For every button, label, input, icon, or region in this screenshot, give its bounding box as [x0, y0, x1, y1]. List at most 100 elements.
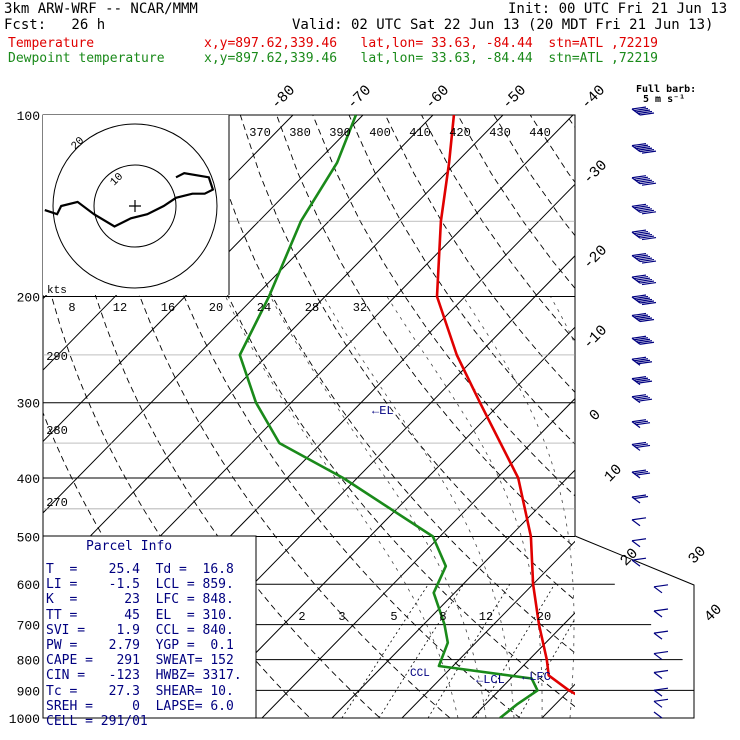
pressure-tick-label: 200 [17, 291, 40, 306]
theta-label: 290 [46, 350, 68, 364]
moist-adiabat [550, 296, 575, 345]
mixing-ratio-line [378, 583, 464, 718]
dry-adiabat [566, 115, 575, 129]
isotherm-label: -60 [422, 82, 453, 113]
isotherm-label: 20 [617, 545, 642, 570]
isotherm-label: -80 [268, 82, 299, 113]
hodograph-speed-label: 8 [68, 301, 75, 315]
mixing-ratio-label: 12 [479, 610, 493, 624]
wind-barb [631, 203, 657, 215]
parcel-info-row: Tc = 27.3 SHEAR= 10. [46, 683, 234, 699]
moist-adiabat [323, 296, 515, 718]
mixing-ratio-line [341, 583, 429, 718]
wind-barb [631, 175, 657, 186]
wind-barb [631, 441, 651, 451]
isotherm-line [401, 540, 575, 718]
wind-barbs [631, 106, 669, 719]
dry-adiabat [131, 115, 521, 718]
lcl-marker: ←LCL [476, 673, 505, 687]
dry-adiabat [94, 115, 451, 718]
moist-adiabat [225, 296, 459, 718]
isotherm-label: 10 [601, 461, 626, 486]
hodograph-ring-10 [93, 164, 177, 248]
parcel-info-panel: Parcel Info T = 25.4 Td = 16.8 LI = -1.5 … [46, 539, 254, 729]
moist-adiabat [270, 296, 487, 718]
isotherm-line [43, 115, 434, 514]
dewpoint-profile [238, 115, 539, 718]
pressure-tick-label: 500 [17, 530, 40, 545]
wind-barb [631, 376, 653, 386]
theta-label: 400 [369, 126, 391, 140]
pressure-tick-label: 600 [17, 578, 40, 593]
isotherm-label: 0 [586, 406, 604, 424]
forecast-hour: Fcst: 26 h [4, 17, 106, 33]
mixing-ratio-line [518, 617, 575, 718]
parcel-markers: ←EL ←LCL ←LFC CCL [372, 404, 551, 687]
parcel-info-row: TT = 45 EL = 310. [46, 607, 234, 623]
theta-label: 410 [409, 126, 431, 140]
ccl-marker: CCL [410, 668, 430, 680]
wind-barb [631, 494, 649, 504]
parcel-info-row: SREH = 0 LAPSE= 6.0 [46, 698, 234, 714]
parcel-info-row: LI = -1.5 LCL = 859. [46, 577, 234, 593]
wind-barb [653, 711, 663, 719]
isotherm-label: 30 [685, 543, 710, 568]
parcel-info-rows: T = 25.4 Td = 16.8 LI = -1.5 LCL = 859. K … [46, 562, 254, 729]
isotherm-line [682, 115, 740, 718]
mixing-ratio-line [427, 583, 511, 718]
wind-barb [631, 274, 657, 286]
isotherm-label: -20 [580, 242, 611, 273]
pressure-tick-label: 300 [17, 397, 40, 412]
wind-barb [653, 608, 669, 618]
dry-adiabat [43, 260, 311, 718]
wind-barb [631, 538, 647, 548]
parcel-info-row: CIN = -123 HWBZ= 3317. [46, 668, 242, 684]
wind-barb [631, 394, 653, 404]
pressure-tick-label: 400 [17, 472, 40, 487]
hodograph-units: kts [47, 285, 67, 297]
wind-barb [653, 669, 669, 679]
lfc-marker: ←LFC [522, 670, 551, 684]
dry-adiabat [675, 115, 740, 731]
dewpoint-legend: Dewpoint temperature [8, 51, 165, 66]
init-time: Init: 00 UTC Fri 21 Jun 13 [508, 1, 728, 17]
wind-barb [653, 584, 669, 594]
wind-barb [653, 650, 669, 661]
hodograph-center [129, 200, 141, 212]
pressure-tick-label: 700 [17, 619, 40, 634]
barb-legend-units: 5 m s⁻¹ [643, 94, 686, 105]
mixing-ratio-line [475, 583, 555, 718]
pressure-tick-label: 100 [17, 109, 40, 124]
wind-barb [653, 630, 669, 640]
mixing-ratio-label: 2 [298, 610, 305, 624]
mixing-ratio-label: 8 [439, 610, 446, 624]
wind-barb [653, 687, 669, 697]
wind-barb [631, 419, 651, 429]
parcel-info-row: T = 25.4 Td = 16.8 [46, 562, 234, 577]
isobar-lines [42, 114, 695, 719]
model-title: 3km ARW-WRF -- NCAR/MMM [4, 1, 198, 17]
hodograph-trace [44, 172, 215, 228]
isotherm-line [261, 397, 575, 718]
temperature-legend: Temperature [8, 36, 95, 51]
dewpoint-location: x,y=897.62,339.46 lat,lon= 33.63, -84.44… [204, 51, 658, 66]
barb-legend-title: Full barb: [636, 84, 697, 95]
parcel-info-row: CELL = 291/01 [46, 714, 148, 730]
pressure-tick-label: 800 [17, 654, 40, 669]
wind-barb [653, 698, 669, 708]
wind-barb [631, 106, 655, 116]
dry-adiabat [348, 115, 575, 445]
hodograph-speed-label: 12 [113, 301, 127, 315]
isotherm-line [43, 115, 364, 443]
pressure-tick-label: 900 [17, 684, 40, 699]
dry-adiabat [167, 115, 575, 708]
isotherm-label: 40 [701, 601, 726, 626]
theta-label: 440 [529, 126, 551, 140]
el-marker: ←EL [372, 404, 394, 418]
mixing-ratio-label: 5 [390, 610, 397, 624]
temperature-location: x,y=897.62,339.46 lat,lon= 33.63, -84.44… [204, 36, 658, 51]
mixing-ratio-label: 20 [537, 610, 551, 624]
dry-adiabat [203, 115, 575, 654]
theta-label: 380 [289, 126, 311, 140]
